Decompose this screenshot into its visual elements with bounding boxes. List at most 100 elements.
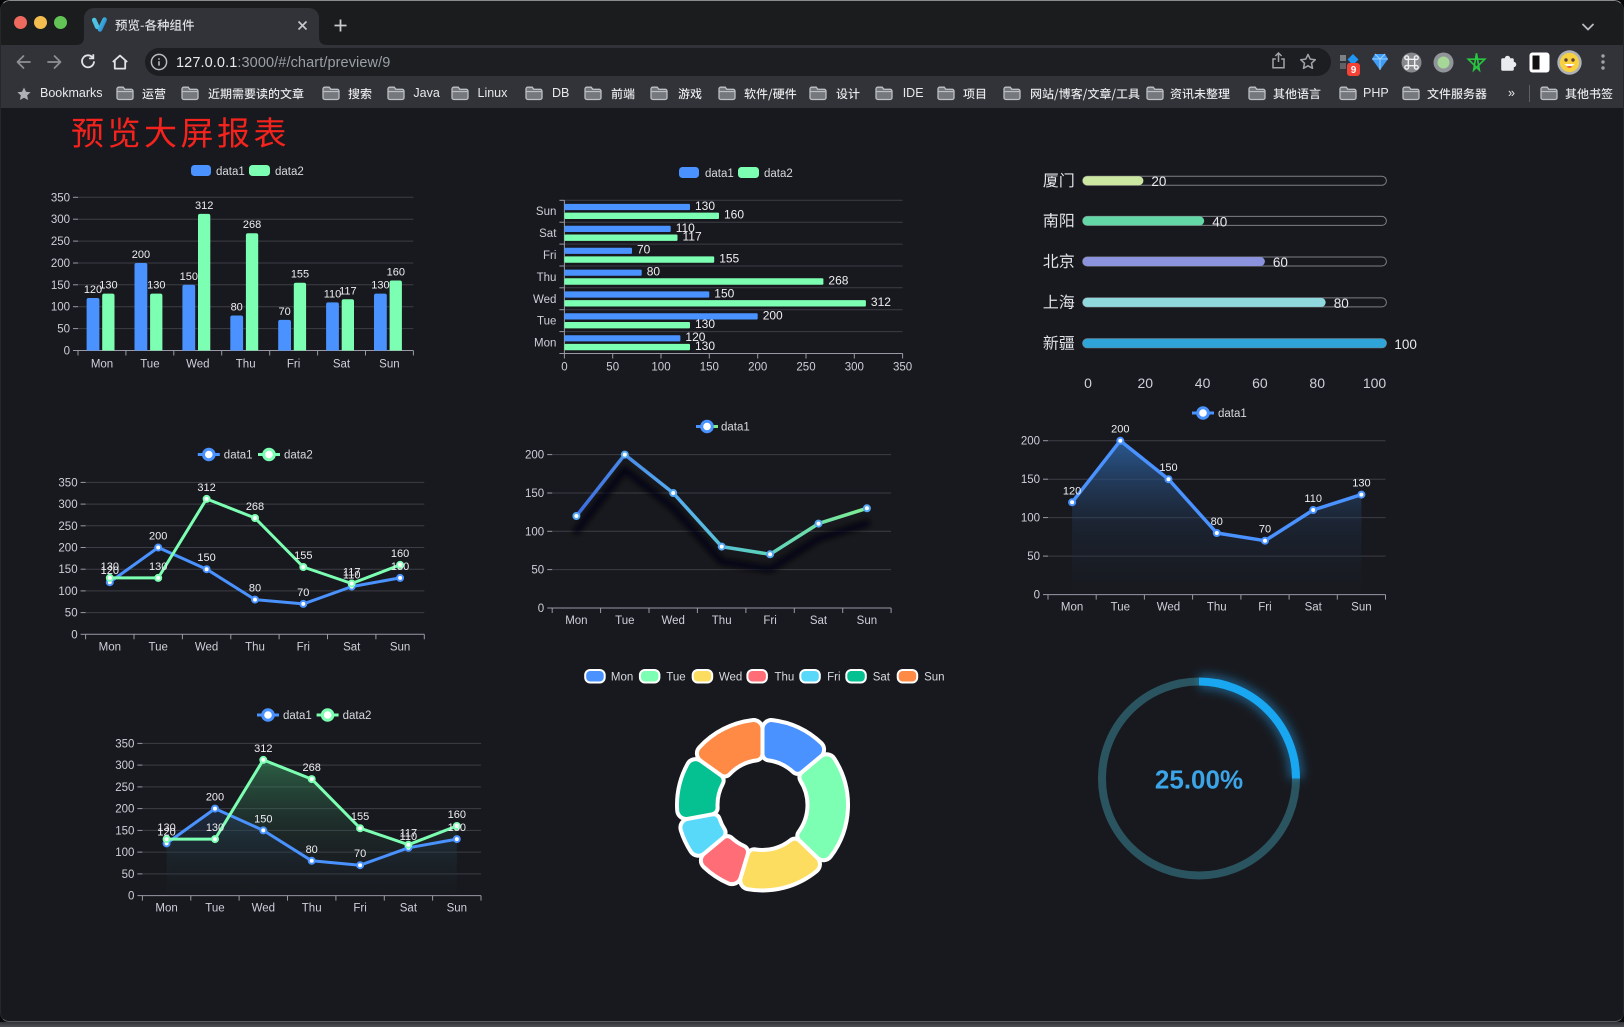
svg-text:Tue: Tue [205,903,224,915]
svg-text:150: 150 [51,280,70,292]
svg-text:Mon: Mon [1061,602,1083,614]
svg-text:250: 250 [796,362,815,374]
svg-text:Sat: Sat [333,359,351,371]
svg-text:Sun: Sun [379,359,399,371]
svg-text:Sat: Sat [873,672,891,684]
svg-text:Sat: Sat [1305,602,1323,614]
svg-text:150: 150 [525,488,544,500]
svg-text:150: 150 [197,552,215,564]
svg-text:155: 155 [351,811,369,823]
svg-text:Sun: Sun [447,903,467,915]
svg-text:150: 150 [180,271,198,283]
svg-text:data2: data2 [275,166,304,178]
svg-text:120: 120 [157,826,175,838]
svg-text:Wed: Wed [719,672,742,684]
svg-text:Thu: Thu [245,641,265,653]
svg-text:300: 300 [51,214,70,226]
svg-text:70: 70 [278,306,290,318]
svg-text:268: 268 [303,762,321,774]
svg-text:80: 80 [1211,516,1223,528]
svg-text:312: 312 [197,482,215,494]
svg-text:117: 117 [343,567,361,579]
svg-text:110: 110 [343,570,361,582]
svg-text:155: 155 [294,550,312,562]
svg-text:0: 0 [1084,375,1092,391]
svg-text:data2: data2 [764,168,793,180]
svg-text:130: 130 [695,339,715,353]
svg-text:350: 350 [115,738,134,750]
svg-text:0: 0 [1034,590,1040,602]
svg-text:117: 117 [683,230,702,244]
svg-text:200: 200 [1111,424,1129,436]
svg-text:Mon: Mon [534,338,556,350]
svg-text:117: 117 [339,285,357,297]
svg-text:130: 130 [371,280,389,292]
svg-text:Fri: Fri [827,672,840,684]
svg-text:312: 312 [195,200,213,212]
svg-text:Sun: Sun [390,641,410,653]
svg-text:Sat: Sat [343,641,361,653]
svg-text:50: 50 [57,324,70,336]
svg-text:Mon: Mon [99,641,121,653]
svg-text:150: 150 [1159,462,1177,474]
svg-text:350: 350 [51,192,70,204]
svg-text:data1: data1 [705,168,734,180]
svg-text:150: 150 [254,813,272,825]
svg-text:350: 350 [893,362,912,374]
svg-text:100: 100 [115,847,134,859]
svg-text:100: 100 [651,362,670,374]
svg-text:300: 300 [845,362,864,374]
svg-text:80: 80 [306,844,318,856]
svg-text:130: 130 [695,317,715,331]
svg-text:Wed: Wed [661,615,684,627]
svg-text:300: 300 [58,499,77,511]
svg-text:0: 0 [561,362,567,374]
svg-text:130: 130 [147,280,165,292]
svg-text:100: 100 [51,302,70,314]
svg-text:Wed: Wed [1157,602,1180,614]
svg-text:268: 268 [246,501,264,513]
svg-text:data2: data2 [284,450,313,462]
svg-text:Wed: Wed [195,641,218,653]
svg-text:Sun: Sun [536,206,556,218]
svg-text:150: 150 [714,286,734,300]
svg-text:70: 70 [1259,524,1271,536]
svg-text:Tue: Tue [149,641,168,653]
svg-text:70: 70 [297,587,309,599]
svg-text:130: 130 [101,561,119,573]
svg-text:312: 312 [254,743,272,755]
svg-text:0: 0 [64,346,70,358]
svg-text:130: 130 [99,280,117,292]
svg-text:Sat: Sat [539,228,557,240]
svg-text:data2: data2 [343,710,372,722]
svg-text:120: 120 [685,330,705,344]
svg-text:155: 155 [719,251,739,265]
svg-text:Fri: Fri [297,641,310,653]
svg-text:80: 80 [231,302,243,314]
svg-text:Wed: Wed [186,359,209,371]
svg-text:120: 120 [101,565,119,577]
svg-text:100: 100 [525,526,544,538]
svg-text:data1: data1 [1218,408,1247,420]
svg-text:200: 200 [51,258,70,270]
svg-text:110: 110 [676,221,695,235]
svg-text:130: 130 [1352,478,1370,490]
svg-text:Thu: Thu [1207,602,1227,614]
svg-text:Thu: Thu [236,359,256,371]
svg-text:Thu: Thu [775,672,795,684]
svg-text:110: 110 [400,831,418,843]
svg-text:130: 130 [149,561,167,573]
svg-text:110: 110 [1304,493,1322,505]
svg-text:100: 100 [1021,513,1040,525]
svg-text:200: 200 [748,362,767,374]
svg-text:150: 150 [58,564,77,576]
svg-text:Fri: Fri [543,250,556,262]
svg-text:60: 60 [1252,375,1268,391]
svg-text:Wed: Wed [252,903,275,915]
svg-text:80: 80 [647,265,661,279]
svg-text:200: 200 [58,543,77,555]
svg-text:data1: data1 [283,710,312,722]
svg-text:0: 0 [128,891,134,903]
svg-text:0: 0 [538,603,544,615]
svg-text:200: 200 [206,792,224,804]
